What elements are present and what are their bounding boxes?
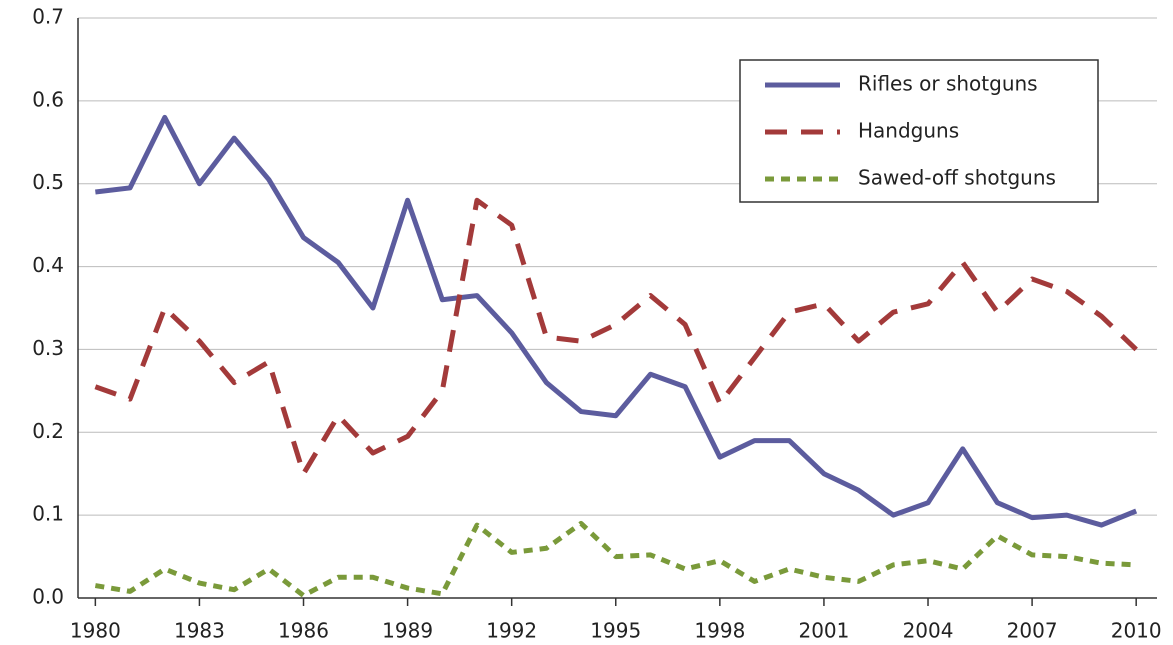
x-tick-label: 2007 xyxy=(1007,619,1058,643)
x-tick-label: 1980 xyxy=(70,619,121,643)
x-tick-label: 1989 xyxy=(382,619,433,643)
y-tick-label: 0.6 xyxy=(32,87,64,111)
y-tick-label: 0.4 xyxy=(32,253,64,277)
y-tick-label: 0.0 xyxy=(32,585,64,609)
legend-label: Handguns xyxy=(858,119,959,143)
y-tick-label: 0.7 xyxy=(32,5,64,29)
x-tick-label: 2001 xyxy=(798,619,849,643)
series-line xyxy=(94,520,1137,599)
x-tick-label: 1998 xyxy=(694,619,745,643)
x-tick-label: 2010 xyxy=(1111,619,1162,643)
series-line xyxy=(95,114,1138,528)
x-tick-label: 1992 xyxy=(486,619,537,643)
x-tick-label: 1986 xyxy=(278,619,329,643)
y-tick-label: 0.5 xyxy=(32,170,64,194)
y-tick-label: 0.2 xyxy=(32,419,64,443)
legend-label: Rifles or shotguns xyxy=(858,72,1038,96)
y-tick-label: 0.3 xyxy=(32,336,64,360)
x-tick-label: 1995 xyxy=(590,619,641,643)
y-tick-label: 0.1 xyxy=(32,502,64,526)
x-tick-label: 1983 xyxy=(174,619,225,643)
legend-label: Sawed-off shotguns xyxy=(858,166,1056,190)
x-tick-label: 2004 xyxy=(903,619,954,643)
